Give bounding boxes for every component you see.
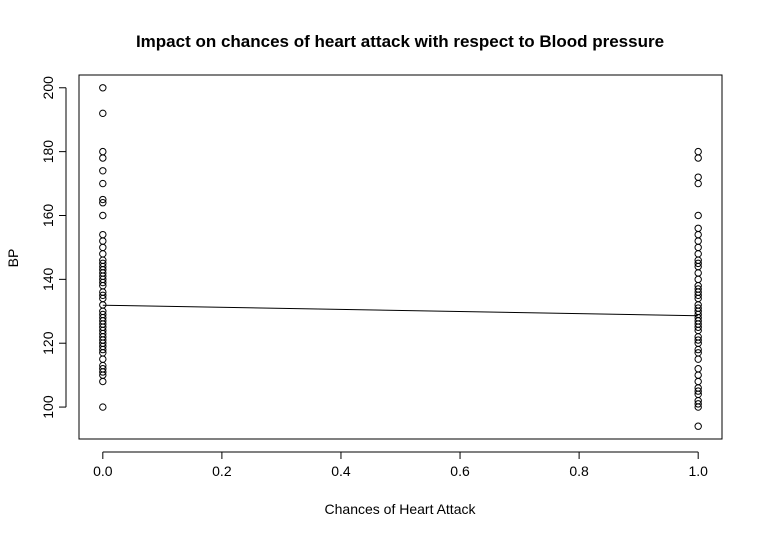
trend-line	[102, 304, 699, 317]
data-point	[694, 262, 702, 271]
y-tick-label: 120	[40, 331, 56, 355]
data-point	[694, 387, 702, 395]
y-tick-label: 100	[40, 395, 56, 419]
data-point	[694, 237, 702, 245]
data-point	[99, 211, 107, 220]
data-point	[99, 84, 107, 92]
data-point	[694, 259, 702, 268]
data-point	[99, 195, 107, 204]
data-point	[694, 304, 702, 312]
x-tick-label: 1.0	[688, 463, 708, 479]
data-point	[99, 317, 107, 325]
data-point	[694, 317, 702, 325]
data-point	[694, 403, 702, 411]
data-point	[99, 342, 107, 351]
x-tick-label: 0.0	[93, 463, 113, 479]
data-point	[99, 154, 107, 162]
x-tick-label: 0.2	[212, 463, 232, 479]
data-point	[694, 230, 702, 239]
data-point	[694, 285, 702, 293]
data-point	[99, 403, 107, 411]
data-point	[694, 269, 702, 277]
data-point	[694, 336, 702, 344]
data-point	[99, 355, 107, 363]
data-point	[99, 230, 107, 239]
data-point	[99, 237, 107, 245]
data-point	[694, 349, 702, 357]
data-points	[99, 84, 702, 430]
x-tick-label: 0.8	[569, 463, 589, 479]
y-tick-label: 160	[40, 204, 56, 228]
plot-frame	[78, 74, 723, 440]
data-point	[99, 167, 107, 175]
trend-line-group	[102, 304, 699, 317]
data-point	[694, 243, 702, 252]
data-point	[694, 250, 702, 258]
x-tick-label: 0.4	[331, 463, 351, 479]
y-tick-label: 140	[40, 267, 56, 291]
data-point	[694, 211, 702, 220]
data-point	[99, 291, 107, 300]
data-point	[694, 377, 702, 386]
chart-title: Impact on chances of heart attack with r…	[136, 32, 664, 51]
data-point	[99, 199, 107, 207]
data-point	[694, 422, 702, 430]
data-point	[99, 345, 107, 354]
data-point	[99, 109, 107, 118]
x-axis-label: Chances of Heart Attack	[325, 501, 477, 517]
data-point	[694, 365, 702, 373]
data-point	[99, 368, 107, 376]
data-point	[99, 147, 107, 156]
y-axis-label: BP	[5, 249, 21, 268]
data-point	[694, 173, 702, 181]
data-point	[99, 278, 107, 287]
data-point	[694, 147, 702, 156]
x-axis: 0.0 0.2 0.4 0.6 0.8 1.0	[93, 451, 708, 479]
y-tick-label: 180	[40, 140, 56, 164]
data-point	[694, 345, 702, 354]
data-point	[694, 371, 702, 379]
x-tick-label: 0.6	[450, 463, 470, 479]
data-point	[694, 224, 702, 232]
data-point	[694, 179, 702, 188]
data-point	[694, 355, 702, 363]
data-point	[99, 377, 107, 386]
data-point	[694, 154, 702, 162]
data-point	[99, 243, 107, 252]
y-axis: 100 120 140 160 180 200	[40, 76, 67, 419]
y-tick-label: 200	[40, 76, 56, 100]
data-point	[694, 400, 702, 408]
data-point	[99, 179, 107, 188]
data-point	[694, 275, 702, 284]
data-point	[99, 250, 107, 258]
